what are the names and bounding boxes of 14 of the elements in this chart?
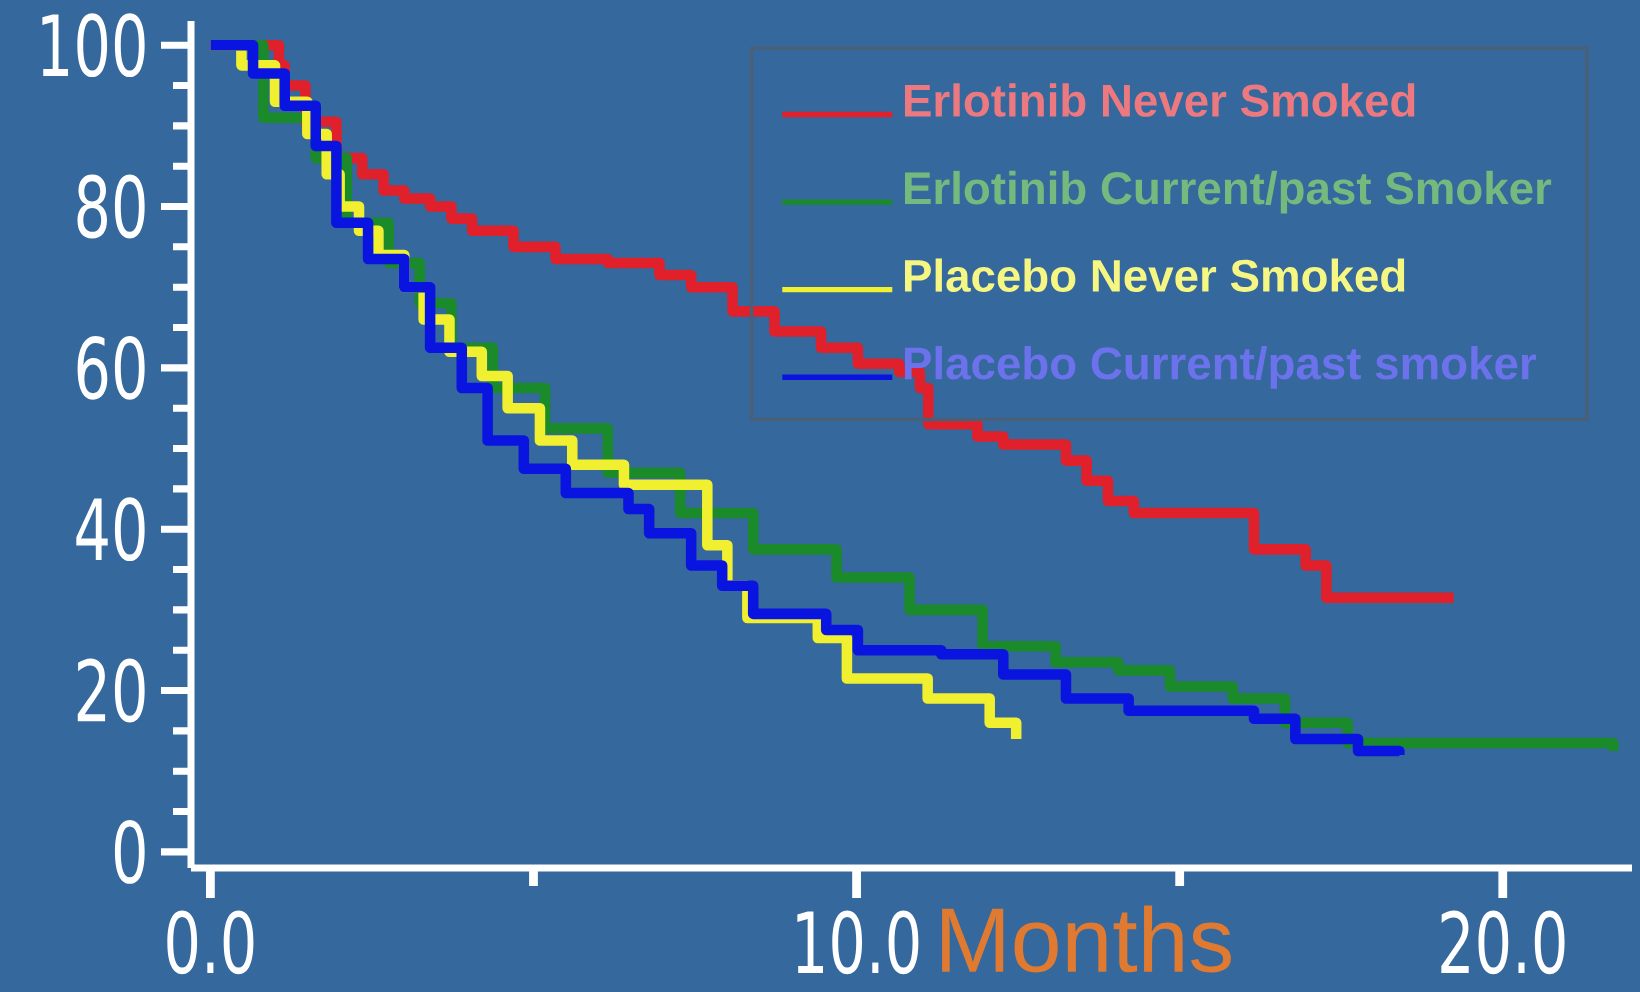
y-tick-label: 40 — [76, 497, 145, 562]
legend-label: Erlotinib Never Smoked — [904, 83, 1415, 117]
y-tick-label: 100 — [42, 13, 145, 78]
y-tick-label: 0 — [114, 819, 145, 884]
x-axis-title: Months — [942, 905, 1231, 973]
y-tick-label: 20 — [77, 658, 145, 723]
legend-label: Placebo Never Smoked — [904, 258, 1405, 293]
legend-label: Erlotinib Current/past Smoker — [904, 170, 1552, 214]
legend-label: Placebo Current/past smoker — [904, 346, 1536, 389]
y-tick-label: 80 — [77, 174, 145, 239]
x-tick-label: 20.0 — [1441, 910, 1565, 975]
y-tick-label: 60 — [77, 335, 145, 400]
x-tick-label: 0.0 — [167, 910, 254, 975]
x-tick-label: 10.0 — [797, 910, 919, 975]
